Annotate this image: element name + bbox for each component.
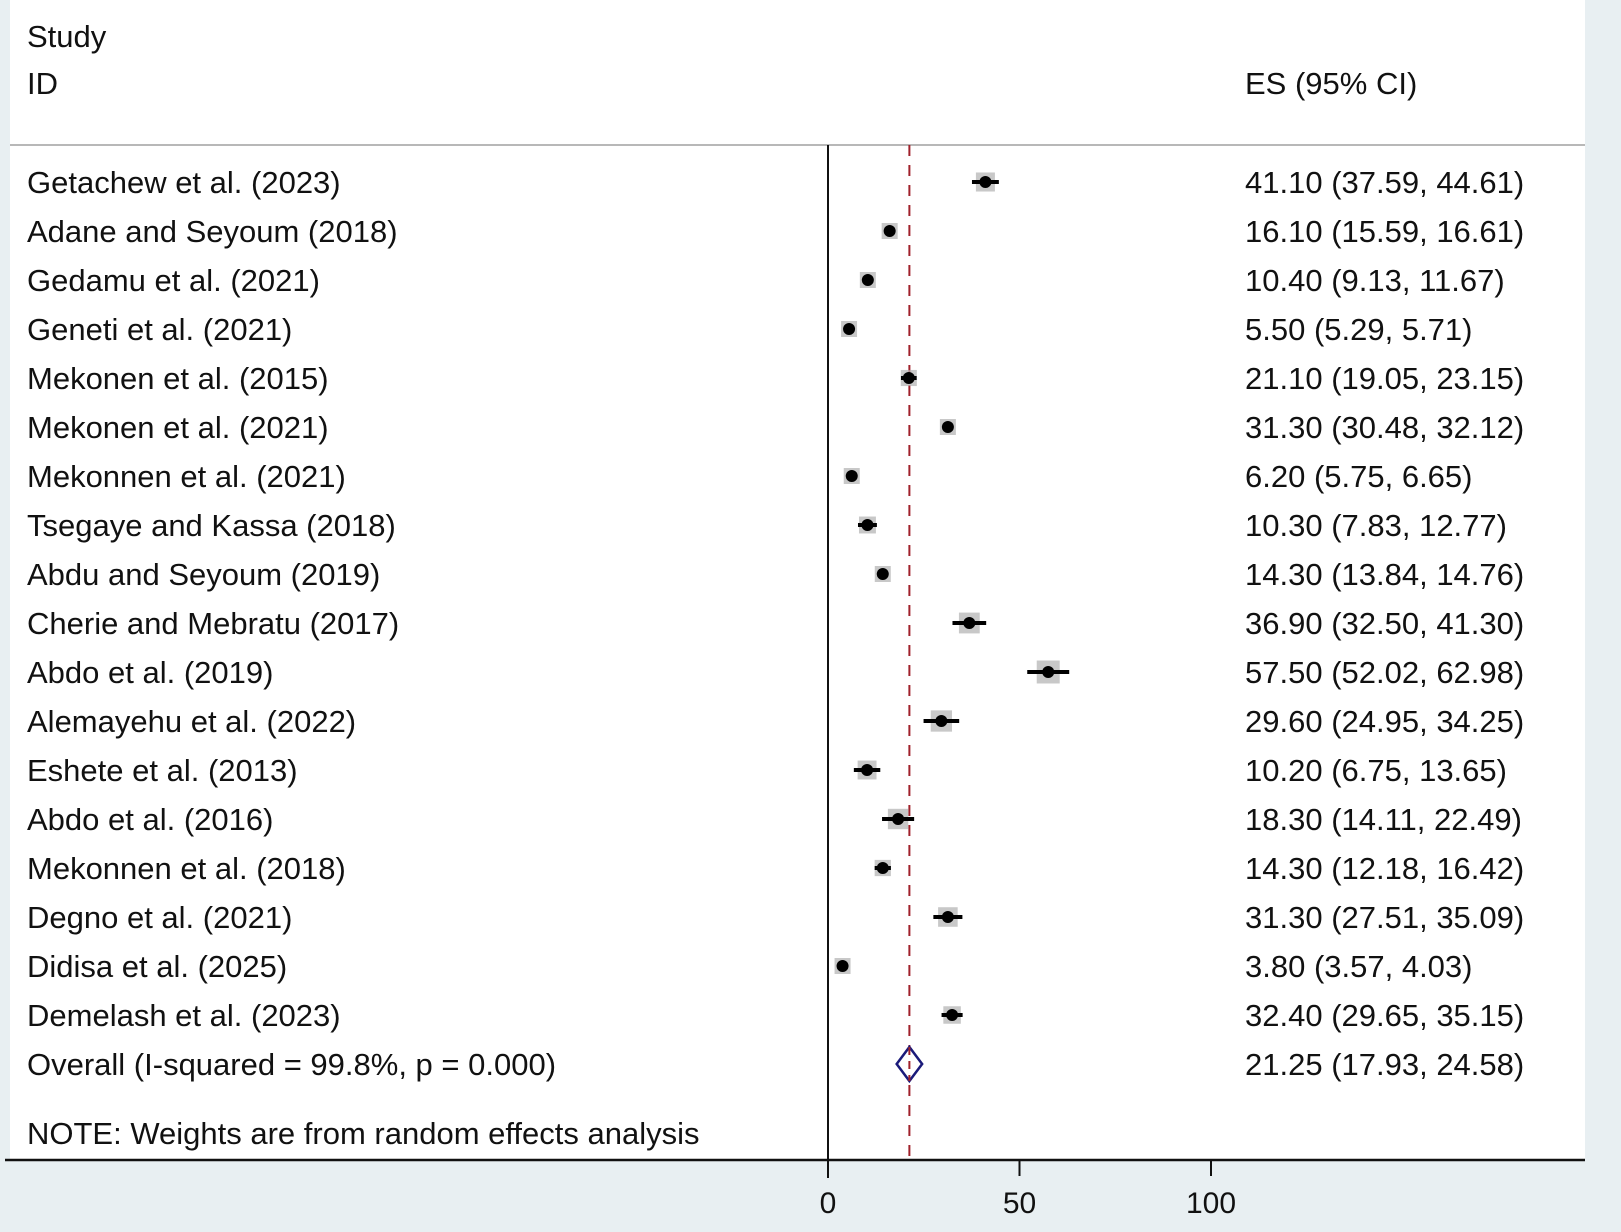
study-label: Geneti et al. (2021) (27, 312, 292, 347)
study-es-text: 16.10 (15.59, 16.61) (1245, 214, 1524, 249)
point-estimate (845, 470, 858, 482)
study-es-text: 10.30 (7.83, 12.77) (1245, 508, 1507, 543)
header-es: ES (95% CI) (1245, 66, 1417, 101)
overall-es-text: 21.25 (17.93, 24.58) (1245, 1047, 1524, 1082)
study-label: Alemayehu et al. (2022) (27, 704, 356, 739)
point-estimate (876, 862, 889, 874)
point-estimate (946, 1009, 959, 1021)
study-es-text: 31.30 (27.51, 35.09) (1245, 900, 1524, 935)
study-es-text: 57.50 (52.02, 62.98) (1245, 655, 1524, 690)
study-label: Gedamu et al. (2021) (27, 263, 320, 298)
point-estimate (861, 764, 874, 776)
point-estimate (861, 274, 874, 286)
study-label: Mekonnen et al. (2021) (27, 459, 346, 494)
note-text: NOTE: Weights are from random effects an… (27, 1116, 700, 1151)
study-label: Didisa et al. (2025) (27, 949, 287, 984)
study-label: Abdo et al. (2016) (27, 802, 273, 837)
point-estimate (941, 911, 954, 923)
study-label: Eshete et al. (2013) (27, 753, 298, 788)
study-es-text: 18.30 (14.11, 22.49) (1245, 802, 1522, 837)
x-tick-label: 0 (820, 1187, 837, 1220)
study-label: Demelash et al. (2023) (27, 998, 341, 1033)
study-es-text: 10.20 (6.75, 13.65) (1245, 753, 1507, 788)
point-estimate (883, 225, 896, 237)
point-estimate (876, 568, 889, 580)
study-es-text: 32.40 (29.65, 35.15) (1245, 998, 1524, 1033)
study-label: Mekonnen et al. (2018) (27, 851, 346, 886)
study-label: Abdo et al. (2019) (27, 655, 273, 690)
point-estimate (935, 715, 948, 727)
header-id: ID (27, 66, 58, 101)
study-es-text: 36.90 (32.50, 41.30) (1245, 606, 1524, 641)
study-es-text: 5.50 (5.29, 5.71) (1245, 312, 1473, 347)
study-label: Mekonen et al. (2021) (27, 410, 329, 445)
plot-marks (827, 145, 1070, 1160)
plot-background (10, 0, 1585, 1160)
point-estimate (941, 421, 954, 433)
study-es-text: 29.60 (24.95, 34.25) (1245, 704, 1524, 739)
header-study: Study (27, 19, 107, 54)
point-estimate (892, 813, 905, 825)
point-estimate (963, 617, 976, 629)
overall-label: Overall (I-squared = 99.8%, p = 0.000) (27, 1047, 556, 1082)
point-estimate (843, 323, 856, 335)
study-es-text: 14.30 (13.84, 14.76) (1245, 557, 1524, 592)
x-tick-label: 50 (1003, 1187, 1036, 1220)
study-es-text: 6.20 (5.75, 6.65) (1245, 459, 1473, 494)
study-label: Degno et al. (2021) (27, 900, 292, 935)
point-estimate (861, 519, 874, 531)
study-rows: Getachew et al. (2023) 41.10 (37.59, 44.6… (27, 165, 1524, 1033)
x-axis-ticks: 0 50 100 (820, 1160, 1236, 1220)
study-label: Abdu and Seyoum (2019) (27, 557, 380, 592)
study-label: Tsegaye and Kassa (2018) (27, 508, 396, 543)
point-estimate (1042, 666, 1055, 678)
point-estimate (902, 372, 915, 384)
study-label: Cherie and Mebratu (2017) (27, 606, 399, 641)
point-estimate (836, 960, 849, 972)
study-label: Adane and Seyoum (2018) (27, 214, 398, 249)
study-es-text: 10.40 (9.13, 11.67) (1245, 263, 1505, 298)
study-es-text: 41.10 (37.59, 44.61) (1245, 165, 1524, 200)
study-label: Getachew et al. (2023) (27, 165, 341, 200)
study-es-text: 3.80 (3.57, 4.03) (1245, 949, 1473, 984)
study-es-text: 14.30 (12.18, 16.42) (1245, 851, 1524, 886)
point-estimate (979, 176, 992, 188)
study-es-text: 31.30 (30.48, 32.12) (1245, 410, 1524, 445)
study-label: Mekonen et al. (2015) (27, 361, 329, 396)
study-es-text: 21.10 (19.05, 23.15) (1245, 361, 1524, 396)
x-tick-label: 100 (1186, 1187, 1236, 1220)
